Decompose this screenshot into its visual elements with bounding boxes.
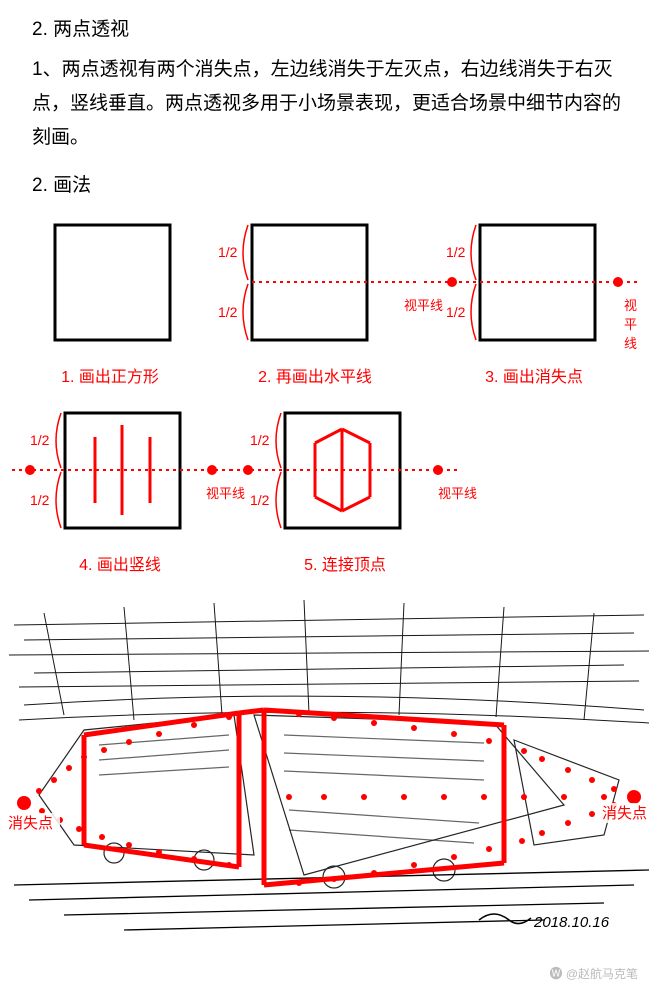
weibo-icon: 🅦: [549, 966, 562, 981]
step-5: 1/2 1/2 5. 连接顶点: [230, 395, 460, 575]
vp-left-label: 消失点: [8, 815, 53, 832]
watermark: 🅦 @赵航马克笔: [549, 963, 638, 982]
step-4-svg: 1/2 1/2: [10, 395, 230, 545]
step-1: 1. 画出正方形: [10, 207, 210, 387]
step-3-svg: 1/2 1/2: [420, 207, 648, 357]
step-4-caption: 4. 画出竖线: [79, 551, 161, 575]
watermark-text: @赵航马克笔: [566, 967, 638, 981]
horizon-label-5: 视平线: [438, 483, 477, 502]
svg-text:1/2: 1/2: [30, 432, 50, 448]
step-2: 1/2 1/2 2. 再画出水平线: [210, 207, 420, 387]
step-5-caption: 5. 连接顶点: [304, 551, 386, 575]
step-3-caption: 3. 画出消失点: [485, 363, 583, 387]
horizon-label-3: 视平线: [624, 295, 648, 352]
steps-diagram: 1. 画出正方形 1/2 1/2 2. 再画出水平线: [0, 207, 658, 575]
step-2-svg: 1/2 1/2: [210, 207, 420, 357]
section-subtitle: 2. 画法: [32, 170, 626, 197]
svg-text:1/2: 1/2: [446, 304, 466, 320]
svg-text:1/2: 1/2: [250, 492, 270, 508]
horizon-label-2: 视平线: [404, 295, 443, 314]
text-content: 2. 两点透视 1、两点透视有两个消失点，左边线消失于左灭点，右边线消失于右灭点…: [0, 0, 658, 197]
step-1-caption: 1. 画出正方形: [61, 363, 159, 387]
step-4: 1/2 1/2 4. 画出竖线: [10, 395, 230, 575]
step-1-svg: [10, 207, 210, 357]
example-illustration: 消失点 消失点 2018.10.16: [0, 575, 658, 950]
svg-text:1/2: 1/2: [446, 244, 466, 260]
horizon-label-4: 视平线: [206, 483, 245, 502]
svg-text:1/2: 1/2: [218, 244, 238, 260]
section-description: 1、两点透视有两个消失点，左边线消失于左灭点，右边线消失于右灭点，竖线垂直。两点…: [32, 53, 626, 156]
step-5-svg: 1/2 1/2: [230, 395, 460, 545]
example-svg: 消失点 消失点 2018.10.16: [4, 585, 654, 945]
section-title: 2. 两点透视: [32, 14, 626, 41]
svg-text:1/2: 1/2: [250, 432, 270, 448]
vp-right-label: 消失点: [602, 805, 647, 822]
signature-date: 2018.10.16: [533, 914, 610, 931]
step-3: 1/2 1/2 3. 画出消失点: [420, 207, 648, 387]
step-2-caption: 2. 再画出水平线: [258, 363, 372, 387]
svg-text:1/2: 1/2: [218, 304, 238, 320]
steps-row-1: 1. 画出正方形 1/2 1/2 2. 再画出水平线: [10, 207, 648, 387]
svg-text:1/2: 1/2: [30, 492, 50, 508]
steps-row-2: 1/2 1/2 4. 画出竖线: [10, 395, 648, 575]
